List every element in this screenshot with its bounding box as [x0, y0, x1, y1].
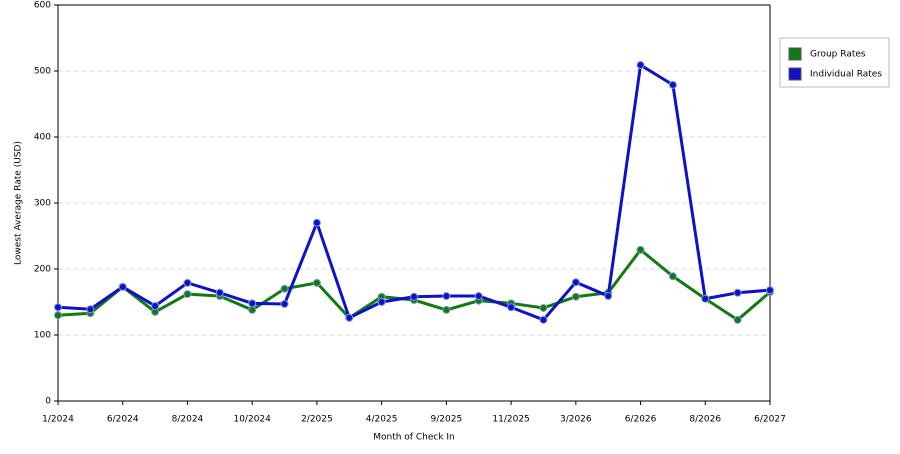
- data-point: [312, 218, 321, 227]
- data-point: [442, 305, 451, 314]
- data-point: [183, 290, 192, 299]
- data-point: [248, 305, 257, 314]
- x-tick-label: 1/2024: [42, 415, 74, 425]
- data-point: [54, 303, 62, 312]
- x-tick-label: 2/2025: [301, 415, 333, 425]
- y-tick-label: 400: [34, 133, 51, 143]
- data-point: [345, 313, 354, 322]
- x-axis-title: Month of Check In: [373, 433, 455, 443]
- data-point: [280, 299, 289, 308]
- y-tick-label: 100: [34, 331, 51, 341]
- x-tick-label: 3/2026: [560, 415, 592, 425]
- y-tick-label: 200: [34, 265, 51, 275]
- y-tick-label: 500: [34, 67, 51, 77]
- data-point: [571, 278, 580, 287]
- data-point: [86, 305, 95, 314]
- x-tick-label: 10/2024: [233, 415, 271, 425]
- data-point: [215, 288, 224, 297]
- data-point: [54, 311, 62, 320]
- y-axis-title: Lowest Average Rate (USD): [14, 141, 24, 265]
- legend-label: Individual Rates: [810, 70, 882, 80]
- x-tick-label: 9/2025: [431, 415, 463, 425]
- x-tick-label: 6/2027: [754, 415, 786, 425]
- data-point: [766, 286, 774, 295]
- data-point: [733, 315, 742, 324]
- data-point: [474, 292, 483, 301]
- data-point: [118, 282, 127, 291]
- y-tick-label: 600: [34, 1, 51, 11]
- legend: Group Rates Individual Rates: [779, 37, 890, 88]
- data-point: [280, 284, 289, 293]
- data-point: [410, 292, 418, 301]
- x-tick-label: 4/2025: [366, 415, 398, 425]
- y-tick-label: 300: [34, 199, 51, 209]
- data-point: [636, 61, 645, 70]
- legend-swatch: [788, 47, 802, 61]
- data-point: [571, 292, 580, 301]
- data-point: [507, 303, 516, 312]
- legend-swatch: [788, 67, 802, 81]
- data-point: [183, 278, 192, 287]
- x-tick-label: 8/2024: [172, 415, 204, 425]
- x-tick-label: 6/2024: [107, 415, 139, 425]
- data-point: [539, 315, 548, 324]
- y-tick-label: 0: [45, 397, 51, 407]
- data-point: [248, 299, 257, 308]
- data-point: [668, 272, 677, 281]
- data-point: [604, 292, 613, 301]
- data-point: [377, 298, 386, 306]
- data-point: [539, 303, 548, 312]
- plot-frame: [57, 4, 771, 402]
- data-point: [151, 301, 160, 310]
- x-tick-label: 8/2026: [689, 415, 721, 425]
- data-point: [312, 278, 321, 287]
- data-point: [668, 80, 677, 89]
- data-point: [636, 245, 645, 254]
- x-tick-label: 11/2025: [492, 415, 529, 425]
- data-point: [442, 292, 451, 301]
- data-point: [733, 288, 742, 297]
- x-tick-label: 6/2026: [625, 415, 657, 425]
- legend-label: Group Rates: [810, 50, 866, 60]
- data-point: [701, 294, 710, 303]
